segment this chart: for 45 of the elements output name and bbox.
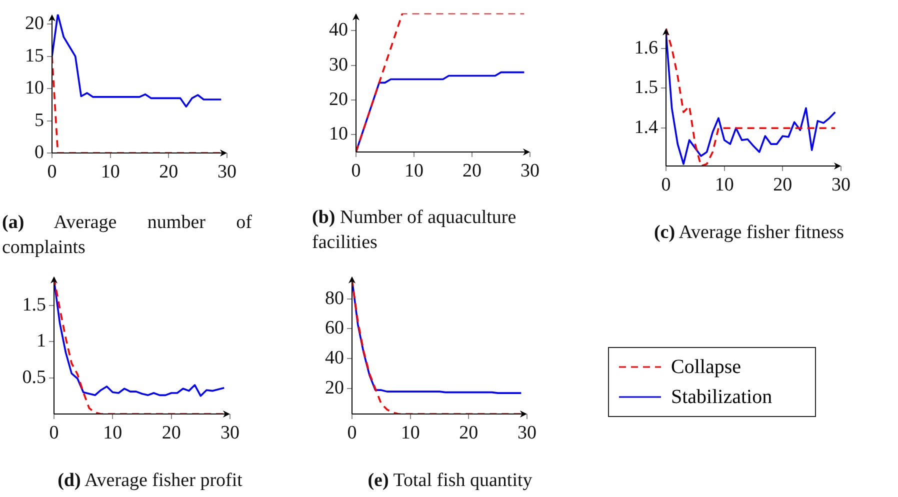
x-tick-label: 0 bbox=[49, 422, 59, 444]
y-tick-label: 10 bbox=[25, 78, 44, 99]
x-tick-label: 20 bbox=[162, 422, 181, 444]
y-tick-label: 20 bbox=[325, 378, 344, 399]
text: (b) Number of aquaculture facilities bbox=[312, 206, 518, 255]
y-tick-label: 1.5 bbox=[22, 294, 46, 316]
chart-title: (a) Average number of complaints bbox=[2, 212, 252, 258]
y-tick-label: 15 bbox=[25, 45, 44, 66]
x-tick-label: 20 bbox=[459, 422, 478, 444]
x-tick-label: 10 bbox=[714, 174, 734, 196]
text: (d) Average fisher profit bbox=[56, 469, 244, 493]
line-series bbox=[356, 13, 526, 152]
x-tick-label: 30 bbox=[832, 174, 850, 196]
y-tick-label: 40 bbox=[329, 20, 348, 41]
y-tick-label: 1.5 bbox=[634, 77, 658, 98]
x-tick-label: 0 bbox=[351, 160, 361, 182]
text: (c) Average fisher fitness bbox=[652, 221, 846, 245]
x-tick-label: 30 bbox=[218, 161, 236, 182]
y-tick-label: 60 bbox=[325, 318, 344, 339]
x-tick-label: 0 bbox=[661, 174, 671, 196]
x-tick-label: 30 bbox=[520, 160, 540, 182]
y-tick-label: 40 bbox=[325, 348, 344, 369]
y-tick-label: 5 bbox=[34, 110, 44, 131]
x-tick-label: 30 bbox=[518, 422, 536, 444]
y-tick-label: 1 bbox=[36, 330, 46, 352]
text: (e) Total fish quantity bbox=[366, 469, 534, 493]
x-tick-label: 10 bbox=[100, 161, 120, 182]
y-tick-label: 0 bbox=[34, 142, 44, 163]
x-tick-label: 20 bbox=[773, 174, 792, 196]
x-tick-label: 20 bbox=[159, 161, 178, 182]
y-tick-label: 1.6 bbox=[634, 37, 658, 58]
x-tick-label: 20 bbox=[462, 160, 482, 182]
y-tick-label: 30 bbox=[329, 54, 348, 76]
y-tick-label: 10 bbox=[329, 124, 348, 145]
legend-label: Stabilization bbox=[671, 385, 772, 410]
y-tick-label: 20 bbox=[329, 89, 348, 110]
y-tick-label: 80 bbox=[325, 288, 344, 309]
x-tick-label: 30 bbox=[220, 422, 240, 444]
y-tick-label: 1.4 bbox=[634, 117, 658, 138]
x-tick-label: 10 bbox=[103, 422, 122, 444]
x-tick-label: 10 bbox=[404, 160, 424, 182]
x-tick-label: 10 bbox=[400, 422, 420, 444]
legend-label: Collapse bbox=[671, 355, 741, 380]
y-tick-label: 20 bbox=[25, 13, 44, 34]
y-tick-label: 0.5 bbox=[22, 366, 46, 388]
